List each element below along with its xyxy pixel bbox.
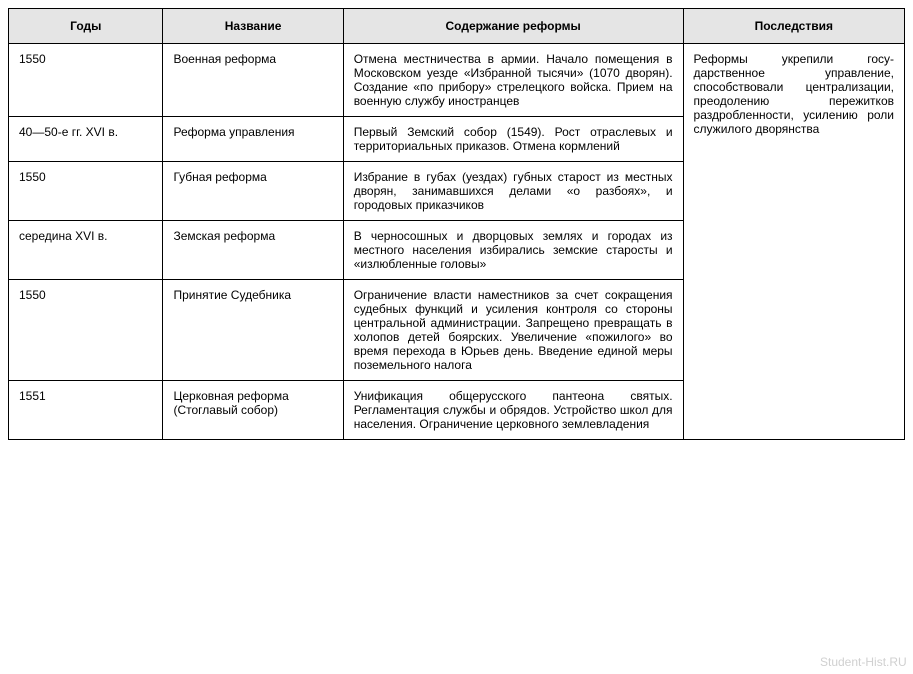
cell-years: 1550 xyxy=(9,44,163,117)
cell-content: В черносошных и дворцовых землях и город… xyxy=(343,221,683,280)
cell-years: 1551 xyxy=(9,381,163,440)
cell-name: Военная реформа xyxy=(163,44,343,117)
table-row: 1550 Военная реформа Отмена местничества… xyxy=(9,44,905,117)
cell-name: Принятие Судебника xyxy=(163,280,343,381)
reforms-table: Годы Название Содержание реформы Последс… xyxy=(8,8,905,440)
col-header-name: Название xyxy=(163,9,343,44)
cell-name: Церковная реформа (Стоглавый собор) xyxy=(163,381,343,440)
cell-consequences: Реформы укрепили госу­дарственное управл… xyxy=(683,44,904,440)
col-header-content: Содержание реформы xyxy=(343,9,683,44)
cell-content: Отмена местничества в армии. Начало поме… xyxy=(343,44,683,117)
cell-content: Унификация общерусского пантеона святых.… xyxy=(343,381,683,440)
table-header-row: Годы Название Содержание реформы Последс… xyxy=(9,9,905,44)
cell-content: Первый Земский собор (1549). Рост отрасл… xyxy=(343,117,683,162)
cell-years: 1550 xyxy=(9,162,163,221)
cell-content: Ограничение власти наместников за счет с… xyxy=(343,280,683,381)
cell-name: Реформа управления xyxy=(163,117,343,162)
cell-content: Избрание в губах (уездах) губных старост… xyxy=(343,162,683,221)
cell-name: Губная реформа xyxy=(163,162,343,221)
cell-years: 40—50-е гг. XVI в. xyxy=(9,117,163,162)
col-header-consequences: Последствия xyxy=(683,9,904,44)
cell-years: середина XVI в. xyxy=(9,221,163,280)
cell-years: 1550 xyxy=(9,280,163,381)
cell-name: Земская реформа xyxy=(163,221,343,280)
watermark: Student-Hist.RU xyxy=(820,655,907,669)
col-header-years: Годы xyxy=(9,9,163,44)
